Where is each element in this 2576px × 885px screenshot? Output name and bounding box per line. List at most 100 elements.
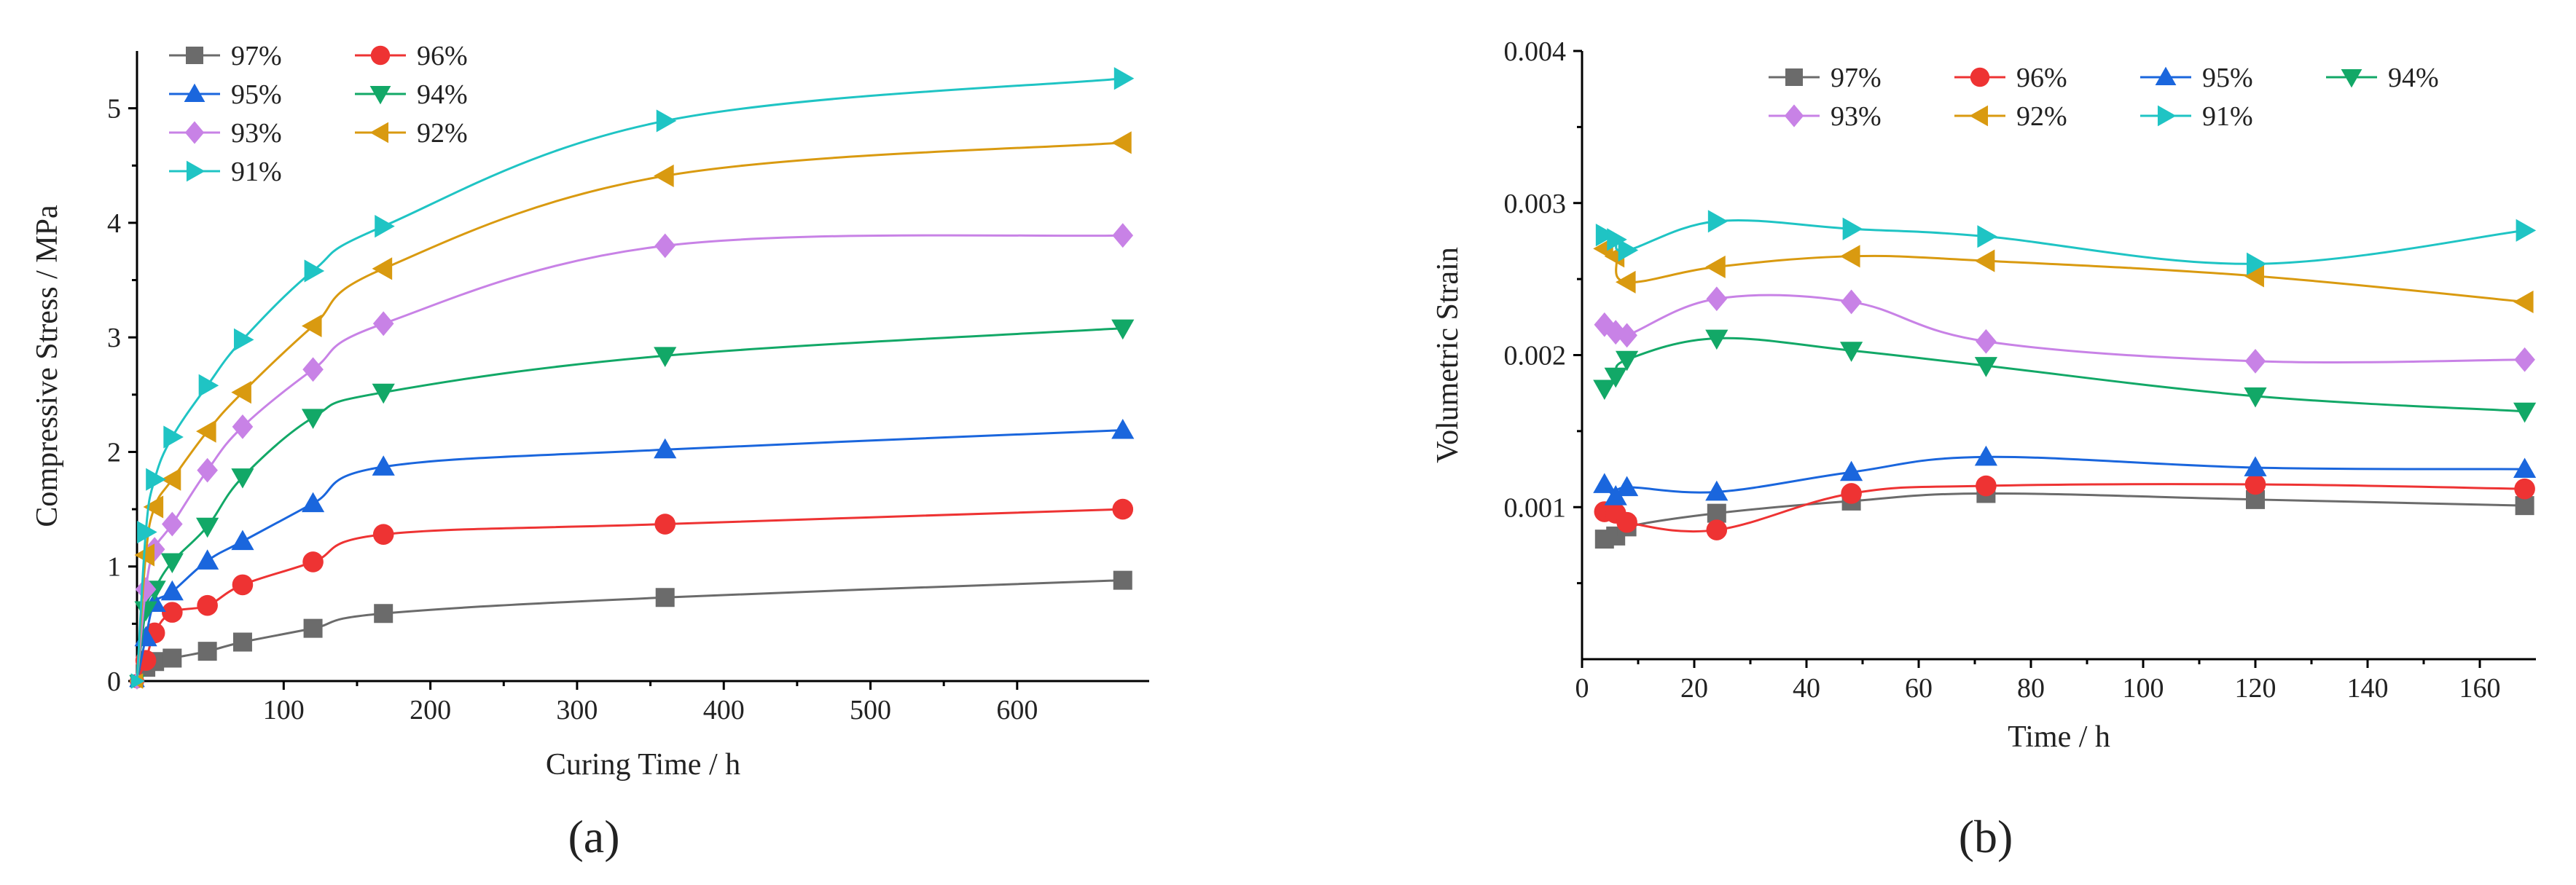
data-point (654, 164, 674, 188)
data-point (197, 457, 218, 483)
y-tick-label: 0 (107, 666, 121, 697)
x-tick-label: 600 (996, 695, 1038, 725)
x-tick-label: 40 (1793, 673, 1820, 704)
data-point (162, 511, 183, 537)
y-tick-label: 5 (107, 94, 121, 125)
series-line (1603, 294, 2525, 363)
data-point (2513, 457, 2537, 479)
series-96pct (130, 498, 1134, 688)
data-point (654, 514, 676, 535)
legend-item: 91% (2140, 101, 2253, 132)
legend-label: 92% (2016, 101, 2067, 132)
legend-marker (1969, 105, 1989, 127)
data-point (2244, 473, 2266, 495)
data-point (1977, 225, 1997, 248)
series-96pct (1594, 473, 2535, 540)
data-point (163, 425, 184, 449)
x-tick-label: 120 (2235, 673, 2276, 704)
data-point (1111, 131, 1132, 154)
data-point (372, 383, 395, 404)
data-point (304, 259, 325, 283)
data-point (231, 381, 251, 404)
legend-marker (186, 47, 203, 64)
data-point (1706, 519, 1728, 540)
data-point (1840, 460, 1863, 481)
legend: 97% 96% 95% 94% 93% 92% 91% (1769, 63, 2439, 132)
series-91pct (130, 67, 1135, 689)
data-point (1976, 475, 1997, 497)
legend-label: 91% (2202, 101, 2253, 132)
legend-item: 95% (2140, 63, 2253, 93)
data-point (231, 530, 254, 551)
data-point (1616, 511, 1637, 533)
legend-label: 94% (417, 79, 468, 110)
series-93pct (1594, 286, 2535, 374)
data-point (162, 602, 183, 623)
legend-item: 97% (1769, 63, 1882, 93)
data-point (1604, 485, 1627, 506)
legend-marker (2157, 105, 2177, 127)
legend-label: 91% (231, 157, 282, 187)
chart-panel-b: 0 20 40 60 80 100 120 140 160 0.001 0.002 0.003 0.00… (1431, 36, 2537, 754)
data-point (1705, 255, 1726, 279)
legend-label: 97% (1831, 63, 1882, 93)
data-point (143, 495, 164, 519)
data-point (2513, 290, 2534, 314)
series-line (1603, 455, 2525, 498)
series-line (136, 429, 1123, 682)
series-line (1604, 483, 2525, 533)
chart-panel-a: 100 200 300 400 500 600 0 1 2 3 4 5 Curing Time / h C… (31, 41, 1149, 782)
y-tick-label: 0.003 (1504, 189, 1567, 219)
legend-marker (184, 83, 205, 103)
x-tick-label: 0 (1575, 673, 1589, 704)
legend-marker (1785, 68, 1803, 86)
data-point (1707, 210, 1729, 233)
data-point (163, 648, 182, 668)
data-point (2513, 402, 2537, 423)
data-point (301, 409, 325, 429)
series-93pct (130, 223, 1134, 690)
data-point (1593, 473, 1616, 493)
series-line (136, 327, 1123, 682)
data-point (1840, 245, 1860, 268)
data-point (2516, 219, 2537, 242)
data-point (1974, 445, 1997, 466)
data-point (1616, 323, 1637, 348)
legend-item: 93% (169, 118, 282, 149)
y-tick-label: 0.001 (1504, 492, 1567, 523)
data-point (198, 374, 219, 397)
data-point (2247, 252, 2267, 275)
data-point (160, 553, 184, 574)
x-axis-title: Curing Time / h (546, 748, 740, 782)
series-line (136, 508, 1123, 682)
y-tick-label: 0.002 (1504, 341, 1567, 371)
legend-label: 93% (231, 118, 282, 149)
data-point (196, 549, 219, 570)
legend-label: 96% (417, 41, 468, 71)
data-point (654, 438, 677, 459)
data-point (1594, 312, 1616, 337)
series-line (1604, 219, 2525, 265)
data-point (160, 580, 184, 601)
data-point (231, 468, 254, 489)
y-tick-label: 0.004 (1504, 36, 1567, 67)
data-point (1707, 503, 1726, 523)
x-tick-label: 80 (2017, 673, 2045, 704)
data-point (1976, 329, 1997, 354)
legend-item: 92% (1954, 101, 2067, 132)
data-point (374, 604, 394, 624)
legend-marker (370, 45, 391, 66)
series-line (136, 77, 1123, 682)
y-tick-label: 2 (107, 437, 121, 468)
y-axis-title: Volumetric Strain (1431, 247, 1465, 463)
legend-label: 96% (2016, 63, 2067, 93)
data-point (375, 215, 395, 238)
data-point (372, 257, 393, 280)
data-point (1605, 320, 1626, 345)
legend-marker (184, 121, 205, 144)
data-point (1842, 217, 1863, 240)
data-point (2515, 496, 2534, 516)
data-point (301, 492, 325, 513)
series-line (1604, 492, 2525, 540)
data-point (2514, 478, 2535, 500)
